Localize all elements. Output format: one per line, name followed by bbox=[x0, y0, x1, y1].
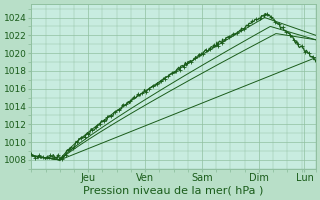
X-axis label: Pression niveau de la mer( hPa ): Pression niveau de la mer( hPa ) bbox=[84, 186, 264, 196]
